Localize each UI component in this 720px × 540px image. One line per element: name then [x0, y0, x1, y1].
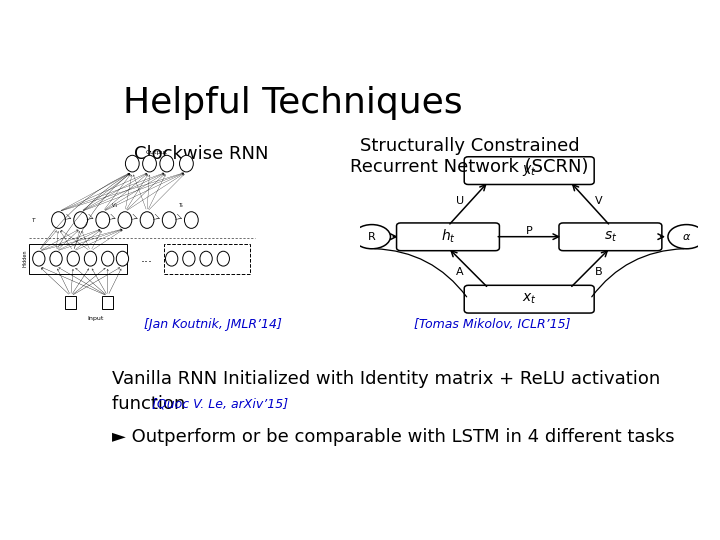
- Bar: [29, 244, 127, 273]
- Text: Output: Output: [146, 150, 168, 156]
- Circle shape: [50, 251, 62, 266]
- Circle shape: [102, 251, 114, 266]
- Text: V: V: [595, 195, 603, 206]
- Text: A: A: [456, 267, 464, 277]
- Text: $x_t$: $x_t$: [522, 292, 536, 306]
- Circle shape: [67, 251, 79, 266]
- Text: R: R: [368, 232, 376, 242]
- Text: Hidden: Hidden: [23, 250, 28, 267]
- Circle shape: [160, 156, 174, 172]
- Circle shape: [52, 212, 66, 228]
- Text: function: function: [112, 395, 192, 413]
- Text: $s_t$: $s_t$: [604, 230, 617, 244]
- Text: [Quoc V. Le, arXiv’15]: [Quoc V. Le, arXiv’15]: [153, 397, 289, 410]
- Circle shape: [217, 251, 230, 266]
- Circle shape: [179, 156, 193, 172]
- Circle shape: [143, 156, 156, 172]
- Circle shape: [166, 251, 178, 266]
- Text: $h_t$: $h_t$: [441, 228, 456, 245]
- Text: Input: Input: [87, 315, 104, 321]
- Text: ► Outperform or be comparable with LSTM in 4 different tasks: ► Outperform or be comparable with LSTM …: [112, 428, 675, 446]
- Text: U: U: [456, 195, 464, 206]
- Circle shape: [140, 212, 154, 228]
- Text: Recurrent Network (SCRN): Recurrent Network (SCRN): [350, 158, 589, 176]
- Circle shape: [125, 156, 139, 172]
- Circle shape: [96, 212, 109, 228]
- Text: Structurally Constrained: Structurally Constrained: [359, 137, 580, 155]
- Circle shape: [162, 212, 176, 228]
- Text: T: T: [32, 218, 35, 222]
- Bar: [102, 296, 113, 309]
- Circle shape: [183, 251, 195, 266]
- Circle shape: [84, 251, 96, 266]
- Text: Clockwise RNN: Clockwise RNN: [135, 145, 269, 163]
- Text: ...: ...: [141, 252, 153, 265]
- Circle shape: [200, 251, 212, 266]
- Circle shape: [117, 251, 129, 266]
- Text: $y_t$: $y_t$: [522, 163, 536, 178]
- Circle shape: [184, 212, 198, 228]
- Text: $V_1$: $V_1$: [112, 201, 119, 210]
- Text: $\alpha$: $\alpha$: [682, 232, 691, 242]
- Text: [Tomas Mikolov, ICLR’15]: [Tomas Mikolov, ICLR’15]: [413, 318, 570, 331]
- Text: [Jan Koutnik, JMLR’14]: [Jan Koutnik, JMLR’14]: [144, 318, 282, 331]
- Circle shape: [118, 212, 132, 228]
- Circle shape: [73, 212, 88, 228]
- Bar: [66, 296, 76, 309]
- Text: Helpful Techniques: Helpful Techniques: [124, 85, 463, 119]
- Text: P: P: [526, 226, 533, 236]
- Text: $T_k$: $T_k$: [178, 201, 185, 210]
- Circle shape: [32, 251, 45, 266]
- Text: B: B: [595, 267, 603, 277]
- Bar: [164, 244, 251, 273]
- Text: Vanilla RNN Initialized with Identity matrix + ReLU activation: Vanilla RNN Initialized with Identity ma…: [112, 370, 660, 388]
